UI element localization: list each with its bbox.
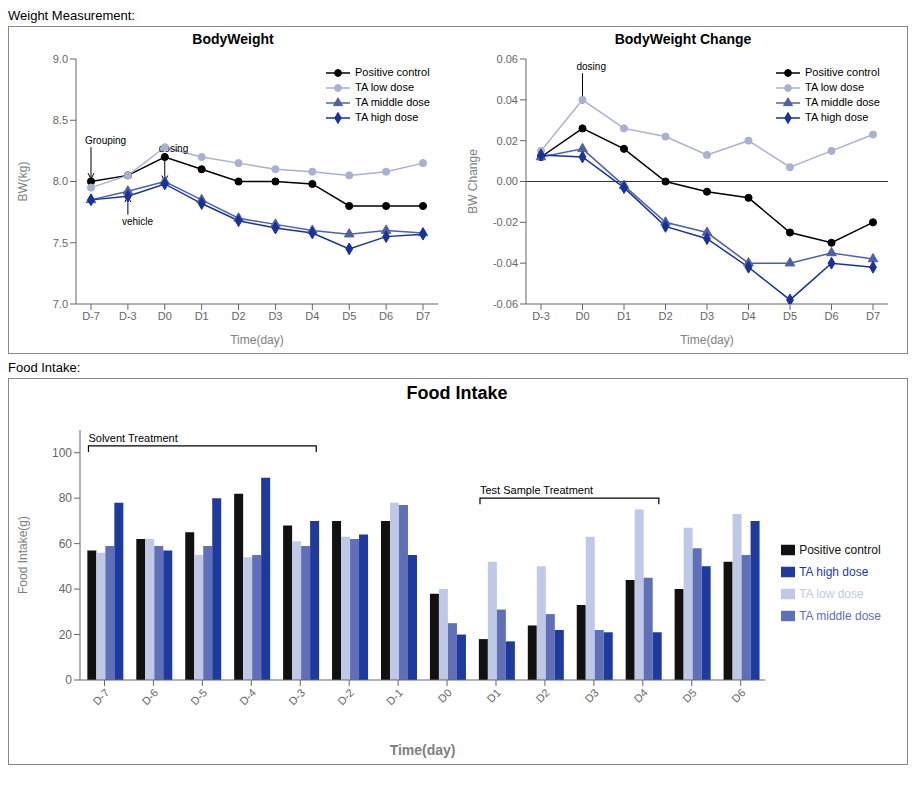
svg-text:60: 60 xyxy=(59,537,73,551)
svg-text:D6: D6 xyxy=(824,310,838,322)
svg-text:8.0: 8.0 xyxy=(53,175,68,187)
svg-text:-0.02: -0.02 xyxy=(493,216,518,228)
svg-text:D-3: D-3 xyxy=(532,310,550,322)
svg-text:D2: D2 xyxy=(232,310,246,322)
svg-text:D3: D3 xyxy=(582,686,600,704)
svg-text:D1: D1 xyxy=(485,686,503,704)
html-text:Weight Measurement:: Weight Measurement: xyxy=(8,8,135,23)
svg-text:D-2: D-2 xyxy=(335,686,356,707)
svg-text:D7: D7 xyxy=(416,310,430,322)
svg-text:BW(kg): BW(kg) xyxy=(16,162,30,202)
svg-text:0: 0 xyxy=(65,673,72,687)
svg-text:Food Intake(g): Food Intake(g) xyxy=(16,516,30,594)
svg-text:D-7: D-7 xyxy=(82,310,100,322)
svg-text:9.0: 9.0 xyxy=(53,53,68,65)
html-text:BodyWeight: BodyWeight xyxy=(192,31,274,47)
svg-text:D-3: D-3 xyxy=(119,310,137,322)
html-text:TA high dose: TA high dose xyxy=(805,111,869,123)
html-text:TA low dose: TA low dose xyxy=(355,81,415,93)
svg-text:Solvent Treatment: Solvent Treatment xyxy=(88,432,177,444)
html-text:TA middle dose: TA middle dose xyxy=(805,96,880,108)
svg-text:D3: D3 xyxy=(268,310,282,322)
svg-text:D4: D4 xyxy=(741,310,755,322)
html-text:TA middle dose: TA middle dose xyxy=(355,96,430,108)
svg-text:D6: D6 xyxy=(729,686,747,704)
svg-text:D5: D5 xyxy=(680,686,698,704)
svg-text:Grouping: Grouping xyxy=(85,135,126,146)
html-text:Positive control: Positive control xyxy=(805,66,880,78)
svg-text:40: 40 xyxy=(59,582,73,596)
svg-text:dosing: dosing xyxy=(577,61,606,72)
svg-text:D5: D5 xyxy=(342,310,356,322)
svg-text:Test Sample Treatment: Test Sample Treatment xyxy=(480,484,593,496)
html-text:TA high dose: TA high dose xyxy=(799,564,869,579)
svg-text:0.06: 0.06 xyxy=(497,53,518,65)
html-text:Food Intake:: Food Intake: xyxy=(8,360,81,375)
svg-text:20: 20 xyxy=(59,628,73,642)
svg-text:D1: D1 xyxy=(195,310,209,322)
svg-text:0.00: 0.00 xyxy=(497,175,518,187)
svg-text:-0.06: -0.06 xyxy=(493,298,518,310)
svg-text:D-6: D-6 xyxy=(139,686,160,707)
html-text:TA low dose: TA low dose xyxy=(805,81,865,93)
svg-text:0.04: 0.04 xyxy=(497,94,518,106)
svg-text:D6: D6 xyxy=(379,310,393,322)
svg-text:dosing: dosing xyxy=(159,143,188,154)
svg-text:D0: D0 xyxy=(436,686,454,704)
svg-text:D-4: D-4 xyxy=(237,686,258,707)
svg-text:Time(day): Time(day) xyxy=(680,333,734,347)
svg-text:8.5: 8.5 xyxy=(53,114,68,126)
svg-text:0.02: 0.02 xyxy=(497,135,518,147)
svg-text:D5: D5 xyxy=(783,310,797,322)
svg-text:D4: D4 xyxy=(305,310,319,322)
svg-text:D7: D7 xyxy=(866,310,880,322)
svg-text:100: 100 xyxy=(52,446,72,460)
svg-text:D4: D4 xyxy=(631,686,649,704)
html-text:BodyWeight Change: BodyWeight Change xyxy=(614,31,752,47)
svg-text:D-1: D-1 xyxy=(384,686,405,707)
svg-text:D2: D2 xyxy=(533,686,551,704)
svg-text:-0.04: -0.04 xyxy=(493,257,518,269)
svg-text:D-5: D-5 xyxy=(188,686,209,707)
svg-text:D-7: D-7 xyxy=(90,686,111,707)
svg-text:Time(day): Time(day) xyxy=(230,333,284,347)
html-text:TA middle dose: TA middle dose xyxy=(799,608,881,623)
html-text:Positive control: Positive control xyxy=(355,66,430,78)
html-text:TA low dose: TA low dose xyxy=(799,586,864,601)
svg-text:BW Change: BW Change xyxy=(466,149,480,214)
svg-text:D-3: D-3 xyxy=(286,686,307,707)
svg-text:7.5: 7.5 xyxy=(53,237,68,249)
html-text:TA high dose: TA high dose xyxy=(355,111,419,123)
svg-text:80: 80 xyxy=(59,491,73,505)
svg-text:D3: D3 xyxy=(700,310,714,322)
html-text:Food Intake: Food Intake xyxy=(406,383,508,403)
svg-text:D2: D2 xyxy=(658,310,672,322)
svg-text:D1: D1 xyxy=(617,310,631,322)
svg-text:Time(day): Time(day) xyxy=(390,742,456,758)
html-text:Positive control: Positive control xyxy=(799,542,881,557)
svg-text:vehicle: vehicle xyxy=(122,216,154,227)
svg-text:7.0: 7.0 xyxy=(53,298,68,310)
svg-text:D0: D0 xyxy=(158,310,172,322)
svg-text:D0: D0 xyxy=(575,310,589,322)
